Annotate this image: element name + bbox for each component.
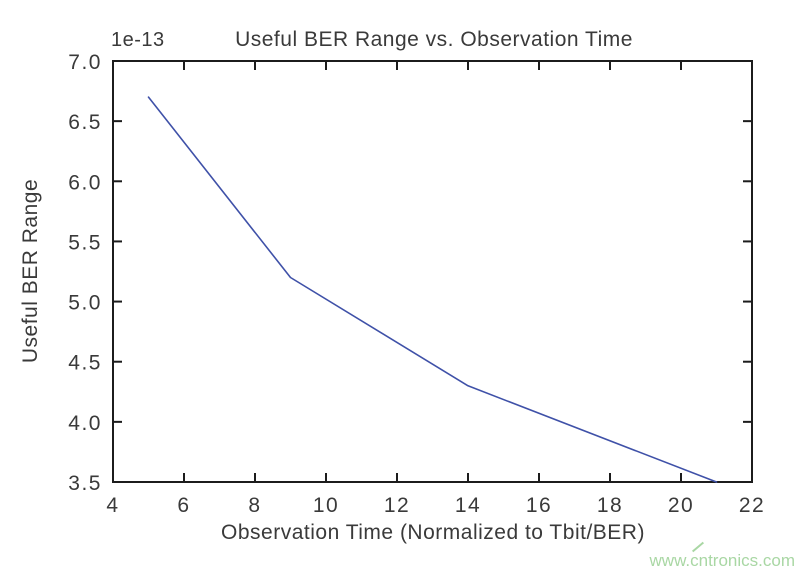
y-tick-label: 3.5 (68, 472, 102, 495)
x-tick-label: 6 (177, 494, 190, 517)
data-series-line (147, 96, 718, 483)
y-tick-label: 5.0 (68, 292, 102, 315)
x-tick-label: 12 (384, 494, 410, 517)
y-tick-label: 6.0 (68, 171, 102, 194)
y-tick-label: 6.5 (68, 111, 102, 134)
x-tick-label: 8 (248, 494, 261, 517)
y-tick-label: 5.5 (68, 231, 102, 254)
plot-border (112, 60, 753, 483)
y-tick-label: 4.0 (68, 412, 102, 435)
watermark: www.cntronics.com (649, 551, 795, 570)
x-tick-label: 20 (668, 494, 694, 517)
x-tick-label: 18 (597, 494, 623, 517)
y-tick-label: 7.0 (68, 51, 102, 74)
chart-title: Useful BER Range vs. Observation Time (235, 28, 633, 51)
x-tick-label: 14 (455, 494, 481, 517)
x-tick-label: 22 (739, 494, 765, 517)
x-tick-label: 4 (106, 494, 119, 517)
y-axis-label: Useful BER Range (19, 178, 42, 364)
x-axis-label: Observation Time (Normalized to Tbit/BER… (221, 521, 645, 544)
y-axis-offset-label: 1e-13 (111, 29, 165, 51)
x-tick-label: 16 (526, 494, 552, 517)
x-tick-label: 10 (313, 494, 339, 517)
y-tick-label: 4.5 (68, 352, 102, 375)
